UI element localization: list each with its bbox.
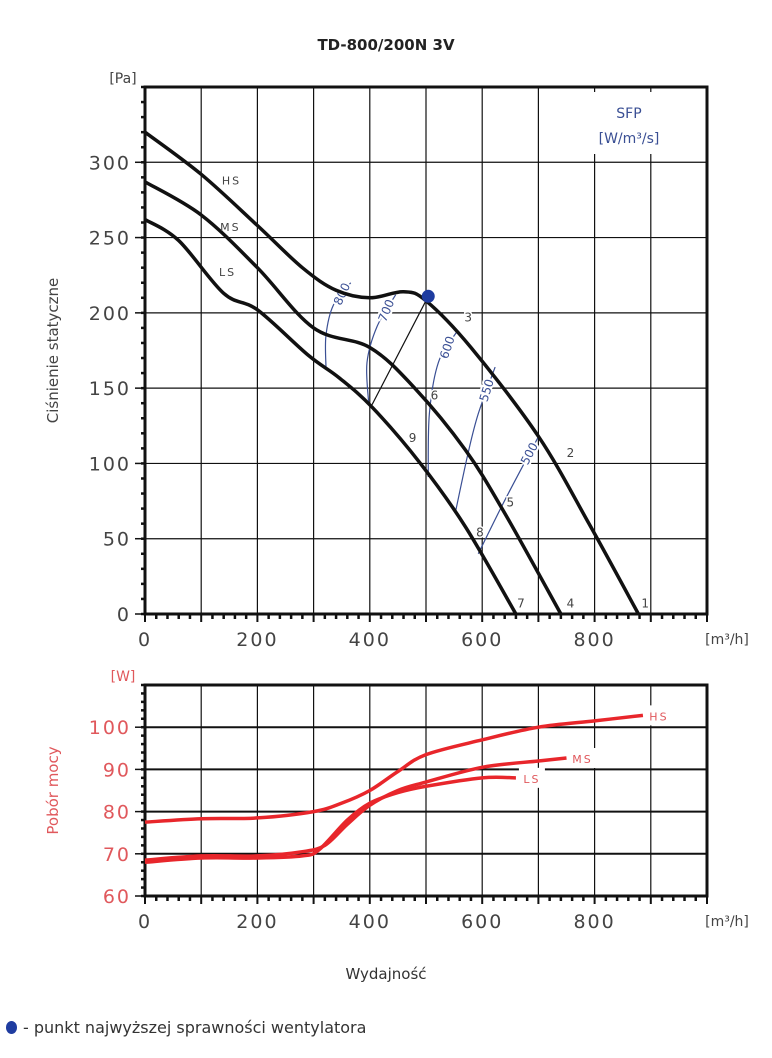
sfp-unit: [W/m³/s] (599, 131, 660, 147)
y-tick-label: 250 (89, 228, 131, 250)
y-tick-label: 150 (89, 378, 131, 400)
y-tick-label: 50 (103, 529, 131, 551)
operating-point-label: 6 (431, 389, 439, 403)
pressure-curve-hs (143, 130, 640, 615)
plot-frame (143, 683, 709, 898)
legend-note-text: - punkt najwyższej sprawności wentylator… (23, 1018, 367, 1037)
sfp-title: SFP (616, 106, 641, 122)
power-curve-label-hs: HS (649, 710, 668, 723)
sfp-isoline-500 (477, 437, 539, 555)
sfp-label-box (578, 92, 678, 154)
best-efficiency-point-icon (6, 1021, 17, 1034)
y-tick-label: 90 (103, 759, 131, 781)
sfp-isoline-label: 550 (477, 377, 497, 403)
x-axis-title: Wydajność (345, 965, 427, 983)
y-tick-label: 100 (89, 453, 131, 475)
power-curve-hs (144, 713, 644, 824)
curve-label-hs: HS (222, 174, 241, 187)
y-tick-label: 300 (89, 152, 131, 174)
power-label-bg (518, 767, 545, 788)
operating-point-label: 7 (517, 596, 525, 610)
power-plot: 0 200 400 600 800 60 70 80 90 100 [m³/h] [W] Pobór m… (44, 669, 749, 933)
sfp-isoline-700 (366, 294, 397, 404)
plot-frame (143, 85, 709, 616)
operating-point-label: 8 (476, 526, 484, 540)
x-tick-label: 0 (138, 629, 152, 651)
x-unit-label: [m³/h] (705, 914, 749, 930)
x-tick-label: 800 (573, 629, 615, 651)
sfp-isoline-600 (427, 332, 457, 477)
pressure-curve-ms (144, 180, 563, 615)
power-curve-ls (144, 775, 516, 864)
y-tick-label: 200 (89, 303, 131, 325)
x-unit-label: [m³/h] (705, 632, 749, 648)
operating-point-label: 9 (409, 431, 417, 445)
x-tick-label: 400 (349, 911, 391, 933)
pressure-plot: 0 200 400 600 800 0 50 100 150 200 250 300 [m³/h] [Pa… (44, 71, 749, 651)
x-tick-label: 400 (349, 629, 391, 651)
x-tick-label: 600 (461, 629, 503, 651)
y-axis-title: Ciśnienie statyczne (44, 278, 62, 424)
operating-point-label: 5 (506, 496, 514, 510)
power-curve-label-ls: LS (523, 773, 540, 786)
x-tick-label: 200 (236, 911, 278, 933)
y-tick-label: 80 (103, 802, 131, 824)
best-efficiency-point (421, 289, 435, 303)
y-unit-label: [W] (111, 669, 136, 685)
curve-label-ls: LS (219, 266, 236, 279)
x-tick-label: 800 (573, 911, 615, 933)
y-tick-label: 60 (103, 886, 131, 908)
x-tick-label: 600 (461, 911, 503, 933)
x-tick-label: 200 (236, 629, 278, 651)
sfp-isoline-label: 600 (437, 334, 458, 360)
legend-note: - punkt najwyższej sprawności wentylator… (6, 1018, 366, 1037)
power-label-bg (569, 748, 596, 769)
power-label-bg (645, 705, 672, 726)
y-tick-label: 100 (89, 717, 131, 739)
pressure-curve-ls (144, 217, 518, 615)
y-unit-label: [Pa] (109, 71, 136, 87)
bep-line (371, 296, 429, 405)
operating-point-label: 3 (464, 310, 472, 324)
operating-point-label: 4 (567, 596, 575, 610)
operating-point-label: 1 (641, 596, 649, 610)
sfp-isoline-label: 700 (375, 297, 397, 324)
y-axis-title: Pobór mocy (44, 746, 62, 834)
power-curve-label-ms: MS (572, 753, 592, 766)
x-tick-label: 0 (138, 911, 152, 933)
chart-title: TD-800/200N 3V (317, 36, 455, 54)
y-tick-label: 70 (103, 844, 131, 866)
y-tick-label: 0 (117, 604, 131, 626)
power-curve-ms (144, 756, 567, 862)
operating-point-label: 2 (567, 446, 575, 460)
sfp-isoline-550 (454, 366, 496, 514)
curve-label-ms: MS (220, 221, 240, 234)
